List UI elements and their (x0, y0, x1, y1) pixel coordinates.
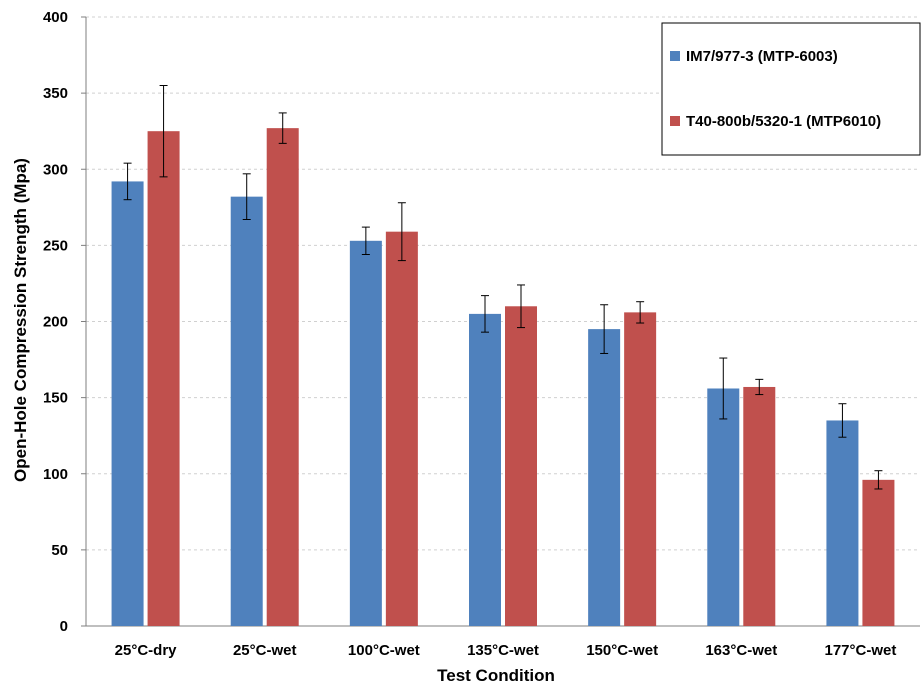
x-tick-label: 163°C-wet (705, 642, 777, 659)
y-tick-label: 100 (43, 466, 68, 483)
bar-series-2 (147, 131, 180, 626)
x-tick-label: 177°C-wet (824, 642, 896, 659)
legend-swatch-series-1 (670, 51, 680, 61)
legend-swatch-series-2 (670, 116, 680, 126)
y-tick-label: 200 (43, 314, 68, 331)
y-tick-label: 400 (43, 9, 68, 26)
bar-series-1 (707, 388, 740, 626)
y-tick-label: 50 (51, 542, 68, 559)
x-tick-label: 25°C-dry (115, 642, 178, 659)
x-tick-label: 150°C-wet (586, 642, 658, 659)
bar-series-1 (111, 181, 144, 626)
legend-box (661, 22, 921, 156)
y-tick-labels: 0 50 100 150 200 250 300 350 400 (43, 9, 68, 635)
x-tick-label: 100°C-wet (348, 642, 420, 659)
bar-series-1 (826, 420, 859, 626)
axes (81, 16, 920, 627)
x-axis-title: Test Condition (437, 666, 555, 684)
bar-series-2 (385, 231, 418, 627)
bar-series-1 (588, 329, 621, 626)
y-tick-label: 300 (43, 161, 68, 178)
bar-series-2 (862, 479, 895, 626)
bar-series-2 (624, 312, 657, 626)
bar-series-2 (266, 128, 299, 626)
y-tick-label: 250 (43, 237, 68, 254)
gridlines (86, 16, 920, 551)
y-tick-label: 350 (43, 85, 68, 102)
bar-series-2 (743, 386, 776, 626)
x-tick-label: 135°C-wet (467, 642, 539, 659)
legend-label-series-1: IM7/977-3 (MTP-6003) (686, 48, 838, 65)
x-tick-label: 25°C-wet (233, 642, 297, 659)
legend-label-series-2: T40-800b/5320-1 (MTP6010) (686, 113, 881, 130)
legend: IM7/977-3 (MTP-6003) T40-800b/5320-1 (MT… (661, 22, 921, 156)
x-tick-labels: 25°C-dry 25°C-wet 100°C-wet 135°C-wet 150°C-… (115, 642, 897, 659)
bars (111, 128, 895, 627)
y-tick-label: 150 (43, 390, 68, 407)
y-tick-label: 0 (60, 618, 68, 635)
bar-series-1 (230, 196, 263, 626)
bar-series-1 (469, 313, 501, 626)
bar-series-2 (505, 306, 537, 626)
y-axis-title: Open-Hole Compression Strength (Mpa) (11, 158, 30, 482)
error-bars (123, 85, 883, 490)
bar-series-1 (349, 240, 382, 626)
